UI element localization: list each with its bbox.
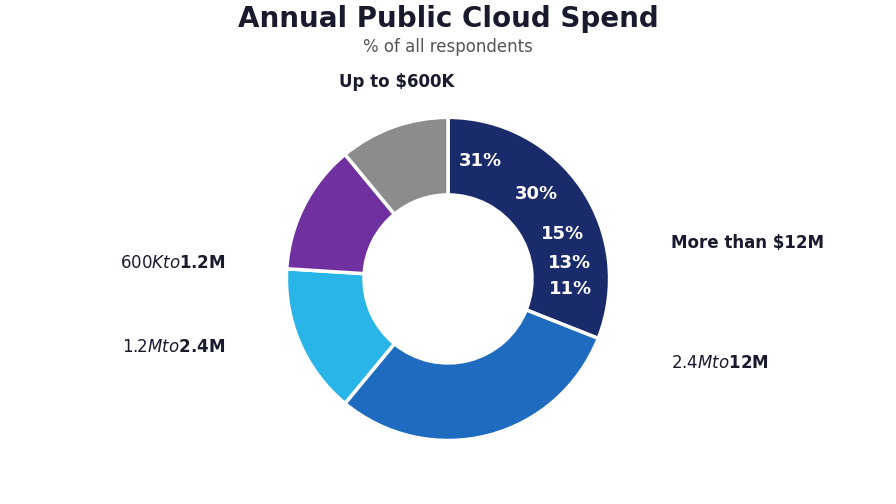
- Text: More than $12M: More than $12M: [671, 234, 824, 253]
- Wedge shape: [345, 117, 448, 214]
- Text: 15%: 15%: [540, 225, 584, 243]
- Text: $600K to $1.2M: $600K to $1.2M: [120, 254, 225, 272]
- Text: Up to $600K: Up to $600K: [339, 73, 454, 91]
- Wedge shape: [448, 117, 609, 338]
- Text: 13%: 13%: [548, 254, 591, 272]
- Text: $2.4M to $12M: $2.4M to $12M: [671, 354, 769, 372]
- Wedge shape: [287, 154, 394, 274]
- Text: 31%: 31%: [460, 152, 503, 170]
- Wedge shape: [345, 310, 599, 440]
- Text: 30%: 30%: [515, 184, 558, 203]
- Text: 11%: 11%: [549, 280, 592, 297]
- Text: $1.2M to $2.4M: $1.2M to $2.4M: [122, 338, 225, 356]
- Text: % of all respondents: % of all respondents: [363, 38, 533, 56]
- Wedge shape: [287, 269, 394, 403]
- Text: Annual Public Cloud Spend: Annual Public Cloud Spend: [237, 6, 659, 33]
